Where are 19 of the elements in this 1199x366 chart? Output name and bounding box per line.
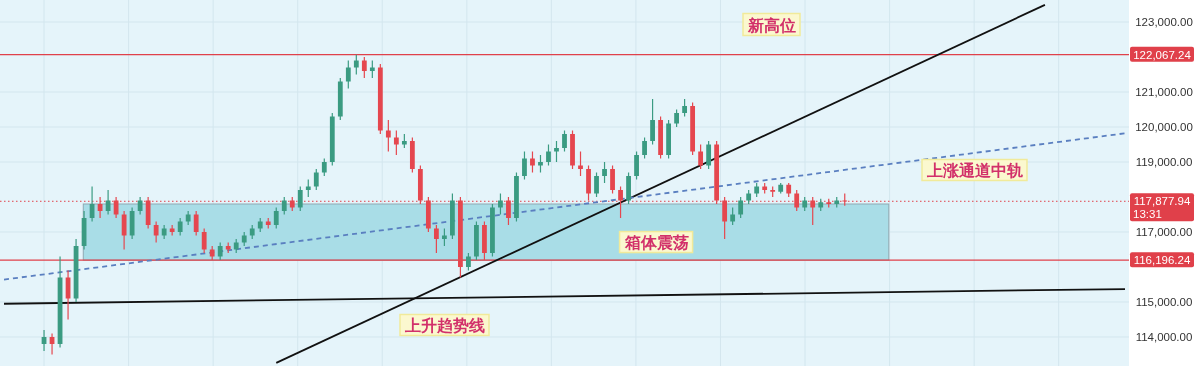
y-tick-label: 115,000.00 (1135, 295, 1193, 308)
y-tick-label: 123,000.00 (1135, 16, 1193, 29)
candlestick (554, 140, 559, 163)
ref-line-label: 117,877.94 (1133, 195, 1191, 208)
y-tick-label: 121,000.00 (1135, 86, 1193, 99)
band-label: 箱体震荡 (618, 230, 694, 254)
y-tick-label: 119,000.00 (1135, 156, 1193, 168)
y-tick-label: 117,000.00 (1135, 226, 1193, 238)
series-label: 上升趋势线 (399, 313, 490, 337)
annotation: 新高位 (747, 15, 796, 34)
price-tag: 117,877.94 13:31 (1130, 193, 1194, 222)
annotation: 新高位 (742, 12, 801, 37)
y-tick-label: 114,000.00 (1135, 330, 1193, 343)
series-label: 上涨通道中轨 (921, 158, 1028, 182)
series-label: 上升趋势线 (404, 316, 485, 334)
series-label: 上涨通道中轨 (926, 161, 1023, 179)
y-tick-label: 120,000.00 (1135, 121, 1193, 133)
band-label: 箱体震荡 (623, 233, 689, 251)
price-tag: 116,196.24 (1130, 252, 1194, 268)
